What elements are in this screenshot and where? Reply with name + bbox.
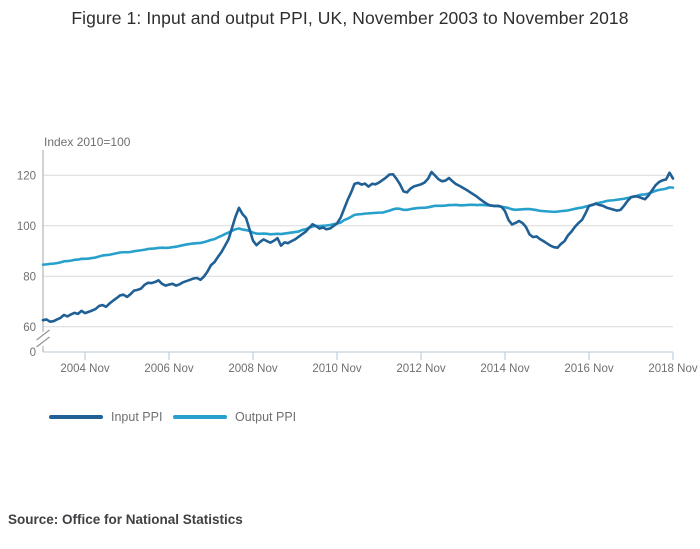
y-tick-label: 100 xyxy=(17,221,36,233)
x-tick-label: 2012 Nov xyxy=(396,363,445,375)
x-tick-label: 2010 Nov xyxy=(312,363,361,375)
x-tick-label: 2016 Nov xyxy=(564,363,613,375)
legend-item-output-ppi[interactable]: Output PPI xyxy=(173,409,296,425)
x-tick-label: 2004 Nov xyxy=(60,363,109,375)
source-note: Source: Office for National Statistics xyxy=(8,512,243,527)
x-tick-label: 2018 Nov xyxy=(648,363,697,375)
chart-legend: Input PPI Output PPI xyxy=(0,409,700,425)
output-ppi-line-swatch-icon xyxy=(173,415,227,419)
axis-break-icon xyxy=(36,336,50,348)
y-tick-label: 80 xyxy=(23,271,36,283)
axis-break-mask xyxy=(38,332,48,346)
y-tick-label-zero: 0 xyxy=(30,347,36,359)
input-ppi-line xyxy=(41,170,675,324)
legend-label-input-ppi: Input PPI xyxy=(111,410,163,424)
legend-item-input-ppi[interactable]: Input PPI xyxy=(49,409,162,425)
axis-break-icon xyxy=(36,329,50,341)
ppi-line-chart: 60 80 100 120 0 2004 Nov 2006 Nov 2008 Nov 2010 … xyxy=(17,150,698,375)
output-ppi-line xyxy=(41,186,675,266)
x-tick-label: 2006 Nov xyxy=(144,363,193,375)
y-axis-title: Index 2010=100 xyxy=(44,135,131,149)
chart-title: Figure 1: Input and output PPI, UK, Nove… xyxy=(71,8,629,28)
y-tick-label: 120 xyxy=(17,170,36,182)
x-tick-label: 2014 Nov xyxy=(480,363,529,375)
x-tick-label: 2008 Nov xyxy=(228,363,277,375)
y-tick-label: 60 xyxy=(23,322,36,334)
legend-label-output-ppi: Output PPI xyxy=(235,410,297,424)
input-ppi-line-swatch-icon xyxy=(49,415,103,419)
